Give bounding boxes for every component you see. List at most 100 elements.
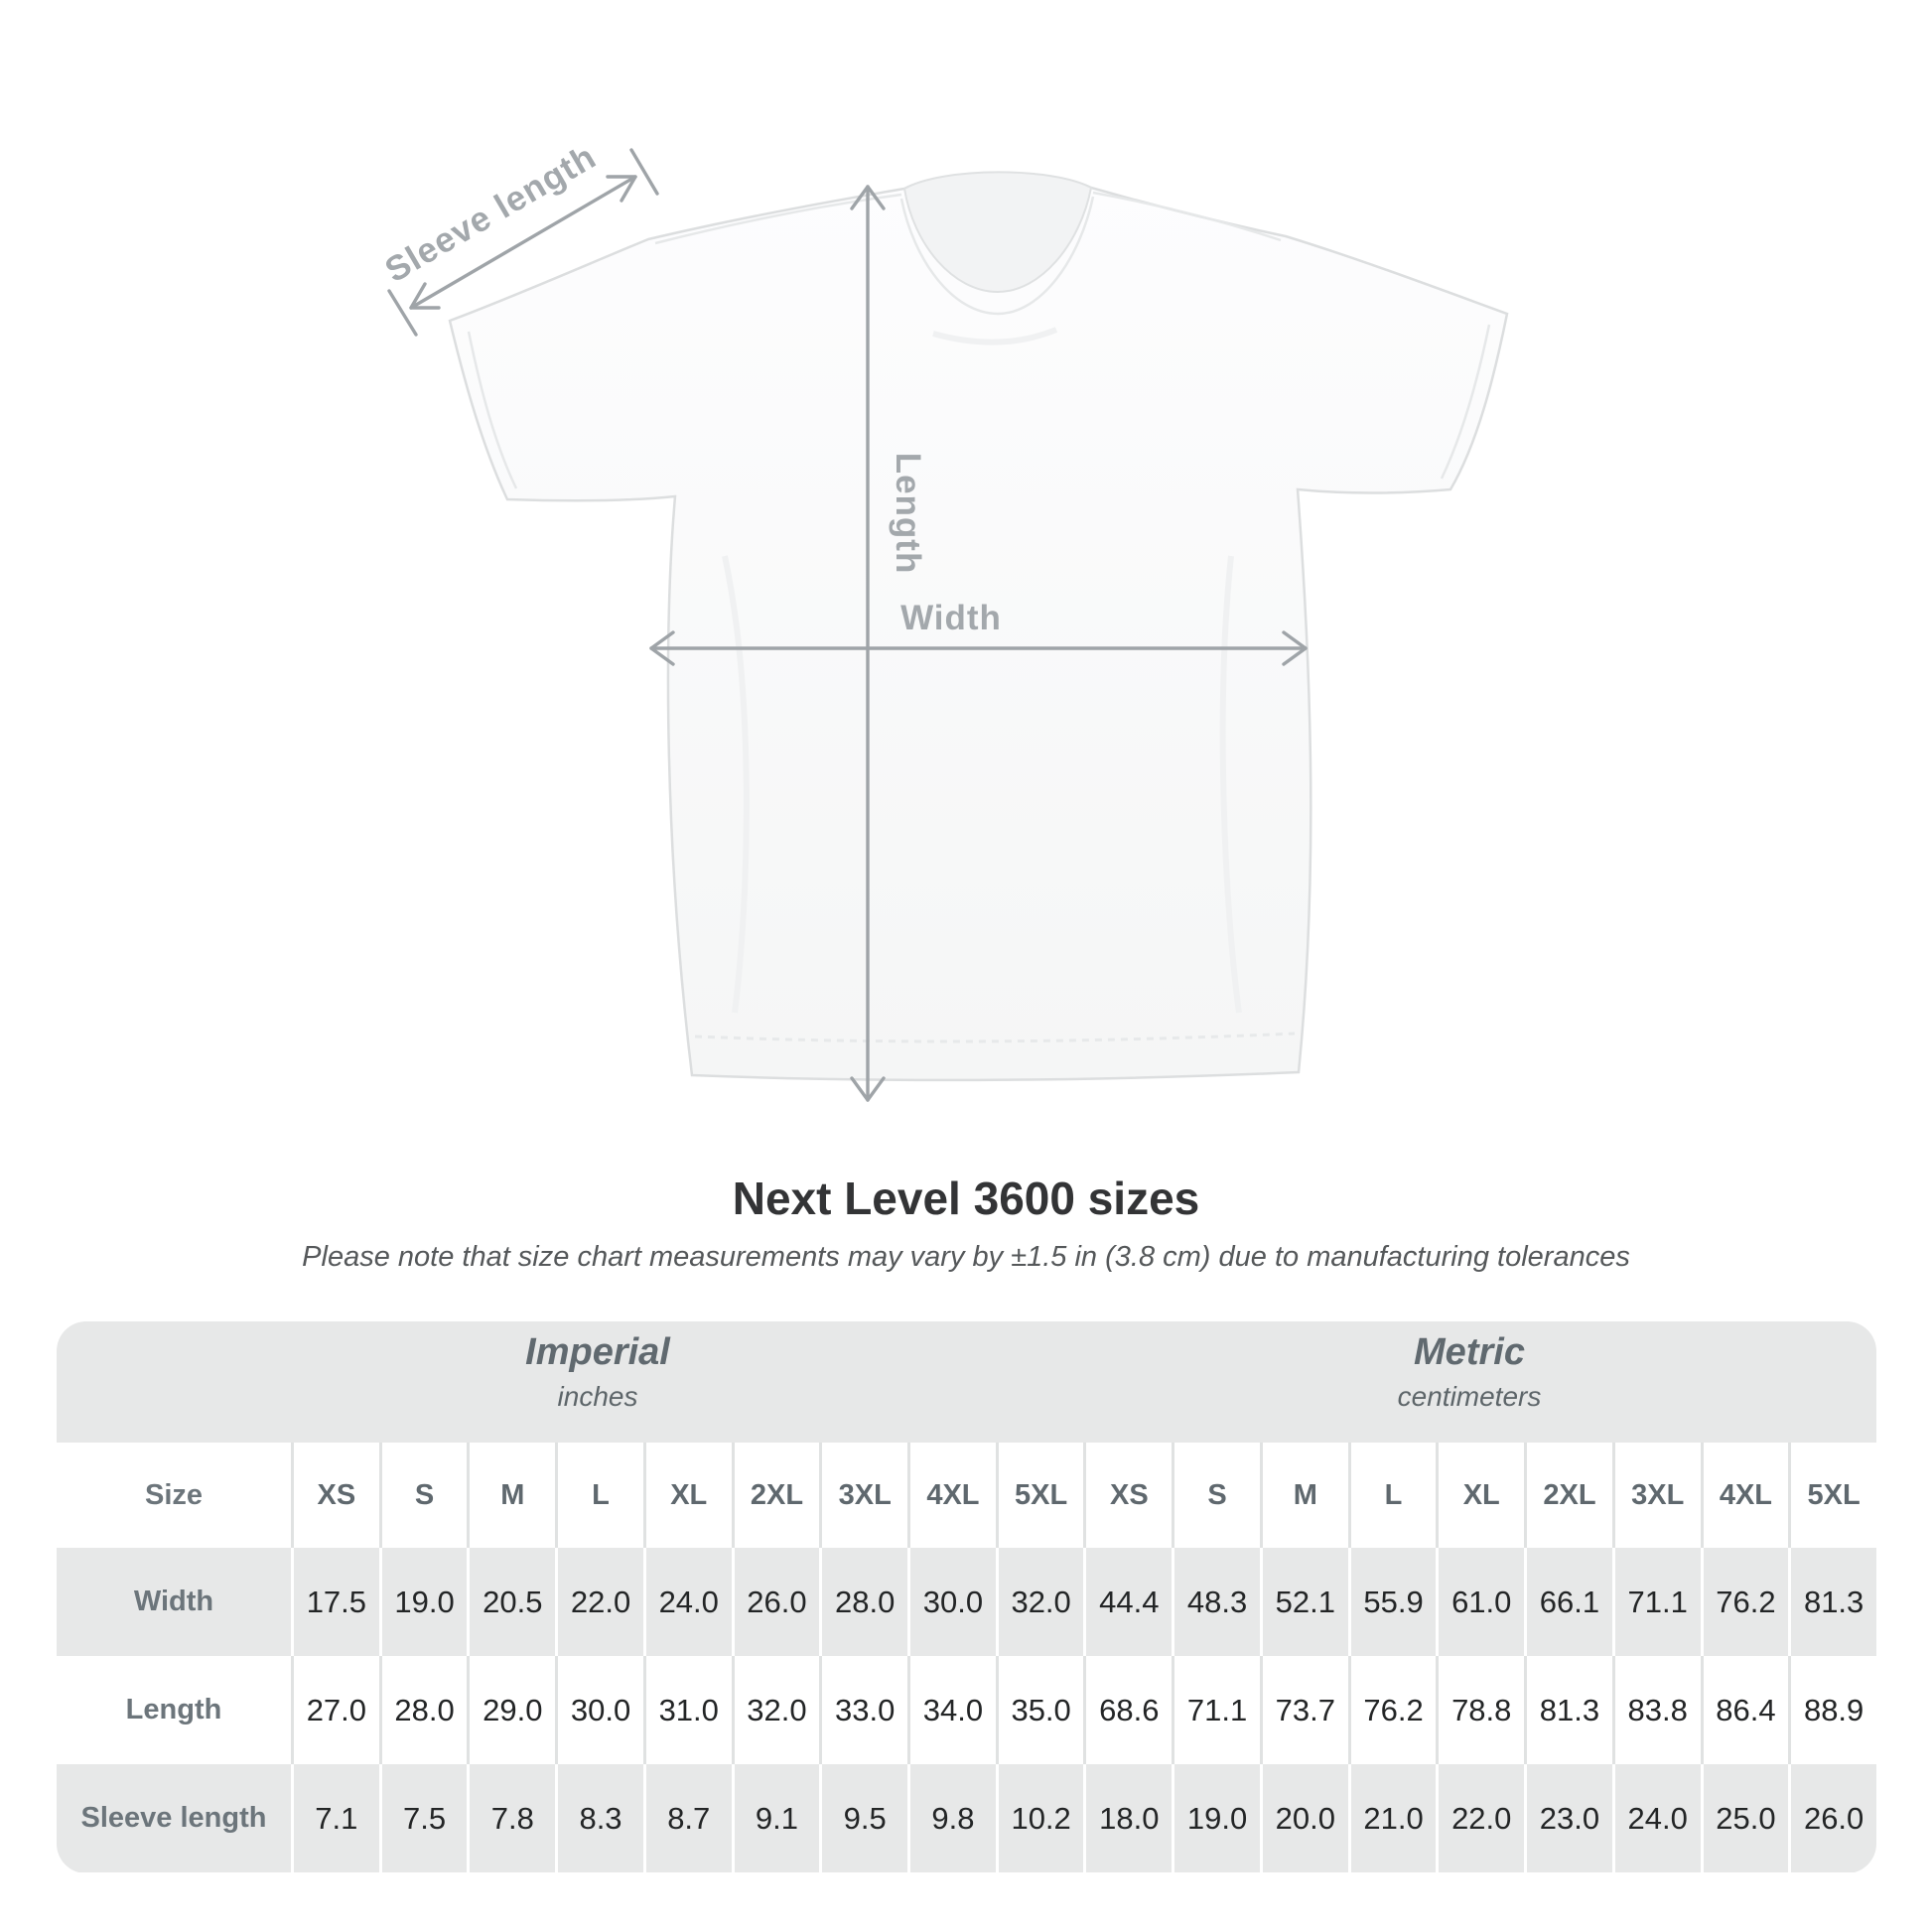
table-cell: 8.3 xyxy=(555,1764,643,1872)
table-cell: 20.0 xyxy=(1259,1764,1348,1872)
unit-band: Imperial inches Metric centimeters xyxy=(57,1321,1876,1443)
size-col-header-metric-2xl: 2XL xyxy=(1524,1443,1612,1548)
measurement-row: Sleeve length 7.1 7.5 7.8 8.3 8.7 9.1 9.5 9.8 10.… xyxy=(57,1764,1876,1872)
table-cell: 22.0 xyxy=(1436,1764,1525,1872)
size-col-header-imperial-5xl: 5XL xyxy=(995,1443,1084,1548)
tshirt-body xyxy=(448,172,1509,1082)
table-cell: 48.3 xyxy=(1172,1548,1260,1656)
table-cell: 20.5 xyxy=(467,1548,556,1656)
table-cell: 17.5 xyxy=(291,1548,379,1656)
table-cell: 44.4 xyxy=(1083,1548,1173,1656)
table-cell: 55.9 xyxy=(1347,1548,1437,1656)
table-cell: 31.0 xyxy=(642,1656,732,1764)
metric-label: Metric xyxy=(1414,1331,1525,1373)
table-cell: 76.2 xyxy=(1347,1656,1437,1764)
size-chart-title: Next Level 3600 sizes xyxy=(732,1173,1200,1224)
left-shoulder-seam xyxy=(654,193,902,245)
fabric-shading xyxy=(932,327,1058,345)
table-cell: 66.1 xyxy=(1524,1548,1612,1656)
table-cell: 24.0 xyxy=(642,1548,732,1656)
table-cell: 34.0 xyxy=(907,1656,996,1764)
table-cell: 22.0 xyxy=(555,1548,643,1656)
size-col-header-metric-xs: XS xyxy=(1083,1443,1173,1548)
table-cell: 8.7 xyxy=(642,1764,732,1872)
table-cell: 26.0 xyxy=(731,1548,820,1656)
measurement-row: Length 27.0 28.0 29.0 30.0 31.0 32.0 33.0 34.0 35… xyxy=(57,1656,1876,1764)
size-col-header-metric-3xl: 3XL xyxy=(1611,1443,1701,1548)
table-cell: 61.0 xyxy=(1436,1548,1525,1656)
width-label: Width xyxy=(900,599,1002,637)
table-cell: 7.5 xyxy=(378,1764,468,1872)
table-cell: 9.5 xyxy=(819,1764,908,1872)
table-cell: 88.9 xyxy=(1788,1656,1876,1764)
table-cell: 19.0 xyxy=(1172,1764,1260,1872)
table-cell: 30.0 xyxy=(555,1656,643,1764)
sleeve-length-arrow xyxy=(387,148,659,337)
table-cell: 28.0 xyxy=(378,1656,468,1764)
table-cell: 23.0 xyxy=(1524,1764,1612,1872)
size-col-header-metric-l: L xyxy=(1347,1443,1437,1548)
measurement-row: Width 17.5 19.0 20.5 22.0 24.0 26.0 28.0 30.0 32.… xyxy=(57,1548,1876,1656)
imperial-units-label: inches xyxy=(557,1381,638,1412)
row-label: Sleeve length xyxy=(57,1764,291,1872)
table-rows: Size XS S M L XL 2XL 3XL 4XL 5XL XS S M L XL 2XL 3XL 4XL 5… xyxy=(57,1443,1876,1872)
table-cell: 18.0 xyxy=(1083,1764,1173,1872)
size-chart-note: Please note that size chart measurements… xyxy=(302,1241,1630,1273)
table-cell: 52.1 xyxy=(1259,1548,1348,1656)
length-arrow xyxy=(850,185,886,1102)
table-cell: 32.0 xyxy=(995,1548,1084,1656)
size-col-header-imperial-4xl: 4XL xyxy=(907,1443,996,1548)
size-col-header-metric-4xl: 4XL xyxy=(1700,1443,1789,1548)
table-cell: 29.0 xyxy=(467,1656,556,1764)
table-cell: 81.3 xyxy=(1788,1548,1876,1656)
collar-opening xyxy=(902,171,1093,294)
size-col-header-imperial-xs: XS xyxy=(291,1443,379,1548)
size-col-header-imperial-s: S xyxy=(378,1443,468,1548)
tshirt-illustration xyxy=(448,171,1509,1082)
table-cell: 68.6 xyxy=(1083,1656,1173,1764)
length-label: Length xyxy=(889,453,927,575)
row-label: Width xyxy=(57,1548,291,1656)
imperial-label: Imperial xyxy=(525,1331,670,1373)
size-col-header-metric-m: M xyxy=(1259,1443,1348,1548)
table-cell: 76.2 xyxy=(1700,1548,1789,1656)
left-sleeve-hem xyxy=(467,331,518,489)
table-cell: 35.0 xyxy=(995,1656,1084,1764)
collar-seam xyxy=(899,196,1095,316)
table-cell: 71.1 xyxy=(1611,1548,1701,1656)
right-sleeve-hem xyxy=(1440,324,1491,480)
width-arrow xyxy=(649,630,1308,666)
imperial-group-header: Imperial inches xyxy=(525,1331,670,1413)
size-col-header-metric-xl: XL xyxy=(1436,1443,1525,1548)
table-cell: 81.3 xyxy=(1524,1656,1612,1764)
bottom-hem-stitch xyxy=(694,1032,1296,1043)
table-cell: 7.1 xyxy=(291,1764,379,1872)
table-cell: 9.1 xyxy=(731,1764,820,1872)
table-cell: 7.8 xyxy=(467,1764,556,1872)
table-cell: 10.2 xyxy=(995,1764,1084,1872)
table-cell: 19.0 xyxy=(378,1548,468,1656)
size-col-header-metric-s: S xyxy=(1172,1443,1260,1548)
table-cell: 32.0 xyxy=(731,1656,820,1764)
table-cell: 21.0 xyxy=(1347,1764,1437,1872)
table-cell: 86.4 xyxy=(1700,1656,1789,1764)
table-cell: 28.0 xyxy=(819,1548,908,1656)
metric-units-label: centimeters xyxy=(1397,1381,1542,1412)
table-cell: 71.1 xyxy=(1172,1656,1260,1764)
right-shoulder-seam xyxy=(1092,191,1282,242)
table-cell: 27.0 xyxy=(291,1656,379,1764)
size-col-header-imperial-2xl: 2XL xyxy=(731,1443,820,1548)
size-header-row: Size XS S M L XL 2XL 3XL 4XL 5XL XS S M L XL 2XL 3XL 4XL 5… xyxy=(57,1443,1876,1548)
size-col-header-imperial-l: L xyxy=(555,1443,643,1548)
tshirt-measurement-diagram: Sleeve length Length Width xyxy=(378,137,1509,1102)
table-cell: 83.8 xyxy=(1611,1656,1701,1764)
table-cell: 26.0 xyxy=(1788,1764,1876,1872)
size-table: Imperial inches Metric centimeters Size X… xyxy=(57,1321,1876,1873)
row-label: Length xyxy=(57,1656,291,1764)
table-cell: 24.0 xyxy=(1611,1764,1701,1872)
table-cell: 30.0 xyxy=(907,1548,996,1656)
size-row-label: Size xyxy=(57,1443,291,1548)
table-cell: 73.7 xyxy=(1259,1656,1348,1764)
fabric-shading xyxy=(722,555,750,1014)
